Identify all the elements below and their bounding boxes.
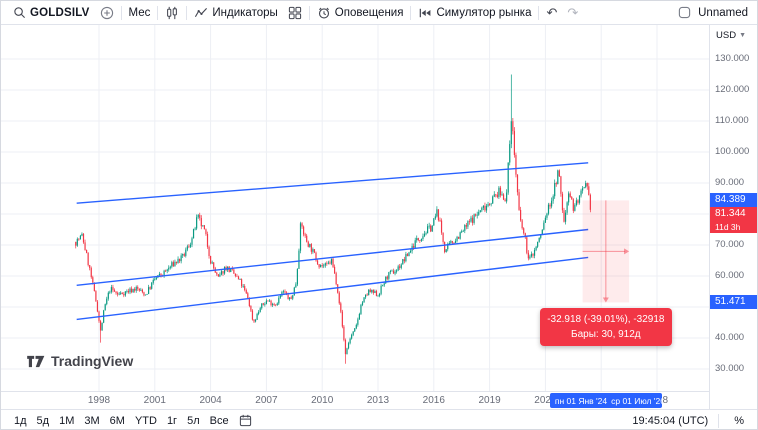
toolbar-divider bbox=[410, 5, 412, 20]
year-label: 1998 bbox=[87, 395, 111, 406]
price-tick-label: 90.000 bbox=[715, 177, 745, 188]
range-button-5д[interactable]: 5д bbox=[36, 414, 50, 427]
year-label: 2004 bbox=[199, 395, 222, 406]
layout-grid-button[interactable] bbox=[283, 3, 307, 23]
year-label: 2010 bbox=[311, 395, 334, 406]
tradingview-watermark[interactable]: TradingView bbox=[27, 353, 133, 369]
year-label: 2001 bbox=[143, 395, 166, 406]
chart-area: TradingView -32.918 (-39.01%), -32918 Ба… bbox=[1, 25, 711, 391]
redo-icon: ↷ bbox=[567, 5, 579, 20]
search-icon bbox=[13, 6, 26, 19]
plus-circle-icon bbox=[100, 6, 114, 20]
range-start-date: пн 01 Янв '24 bbox=[554, 395, 608, 406]
price-tick-label: 30.000 bbox=[715, 363, 745, 374]
price-tick-label: 100.000 bbox=[715, 146, 750, 157]
toolbar-divider bbox=[308, 5, 310, 20]
currency-label: USD bbox=[716, 29, 737, 41]
price-badge: 51.471 bbox=[710, 295, 757, 310]
undo-button[interactable]: ↶ bbox=[541, 3, 562, 23]
price-badge: 81.344 bbox=[710, 207, 757, 222]
calendar-icon bbox=[239, 414, 252, 427]
bottom-toolbar: 1д 5д 1M 3M 6M YTD 1г 5л Все 19:45:04 (UTC) % bbox=[1, 409, 757, 429]
measure-tooltip-line1: -32.918 (-39.01%), -32918 bbox=[547, 314, 665, 326]
goto-date-button[interactable] bbox=[234, 411, 257, 429]
replay-button[interactable]: Симулятор рынка bbox=[413, 3, 536, 23]
range-button-5л[interactable]: 5л bbox=[187, 414, 200, 427]
price-tick-label: 40.000 bbox=[715, 332, 745, 343]
chart-style-button[interactable] bbox=[160, 3, 184, 23]
toolbar-divider bbox=[120, 5, 122, 20]
toolbar-divider bbox=[157, 5, 159, 20]
price-tick-label: 110.000 bbox=[715, 115, 749, 126]
topbar-right: Unnamed bbox=[678, 3, 750, 23]
bottombar-right: 19:45:04 (UTC) % bbox=[632, 411, 749, 429]
currency-dropdown[interactable]: USD ▼ bbox=[710, 25, 757, 45]
year-label: 2016 bbox=[422, 395, 445, 406]
range-button-6M[interactable]: 6M bbox=[109, 414, 125, 427]
price-axis[interactable]: USD ▼ 130.000 120.000 110.000 100.000 90.000… bbox=[709, 25, 757, 409]
price-tick-label: 70.000 bbox=[715, 239, 745, 250]
toolbar-divider bbox=[538, 5, 540, 20]
measure-tooltip-line2: Бары: 30, 912д bbox=[571, 329, 641, 341]
range-button-1д[interactable]: 1д bbox=[14, 414, 27, 427]
toolbar-divider bbox=[186, 5, 188, 20]
top-toolbar: GOLDSILV Мес Индикаторы bbox=[1, 1, 757, 25]
timeframe-label: Мес bbox=[128, 6, 151, 19]
indicators-button[interactable]: Индикаторы bbox=[189, 3, 282, 23]
replay-icon bbox=[418, 6, 432, 20]
symbol-search-button[interactable]: GOLDSILV bbox=[8, 3, 95, 23]
alarm-clock-icon bbox=[317, 6, 331, 20]
date-range-badge: пн 01 Янв '24 ср 01 Июл '26 bbox=[549, 393, 662, 408]
year-label: 2022 bbox=[534, 395, 557, 406]
candlestick-icon bbox=[165, 6, 179, 20]
range-button-1M[interactable]: 1M bbox=[59, 414, 75, 427]
symbol-label: GOLDSILV bbox=[30, 6, 90, 19]
range-end-date: ср 01 Июл '26 bbox=[611, 395, 662, 406]
add-symbol-button[interactable] bbox=[95, 3, 119, 23]
layout-grid-icon bbox=[288, 6, 302, 20]
alerts-label: Оповещения bbox=[334, 6, 404, 19]
watermark-label: TradingView bbox=[51, 353, 134, 369]
range-button-1г[interactable]: 1г bbox=[166, 414, 178, 427]
redo-button[interactable]: ↷ bbox=[562, 3, 583, 23]
range-button-3M[interactable]: 3M bbox=[84, 414, 100, 427]
timeframe-button[interactable]: Мес bbox=[124, 3, 156, 23]
chevron-down-icon: ▼ bbox=[739, 31, 746, 39]
toolbar-divider bbox=[718, 413, 720, 428]
measure-tooltip: -32.918 (-39.01%), -32918 Бары: 30, 912д bbox=[539, 308, 672, 347]
undo-icon: ↶ bbox=[546, 5, 558, 20]
price-badge: 11d 3h bbox=[710, 221, 757, 234]
alerts-button[interactable]: Оповещения bbox=[312, 3, 409, 23]
percent-scale-button[interactable]: % bbox=[734, 414, 744, 427]
year-label: 2007 bbox=[255, 395, 278, 406]
price-tick-label: 60.000 bbox=[715, 270, 745, 281]
clock-label[interactable]: 19:45:04 (UTC) bbox=[632, 414, 709, 427]
price-tick-label: 120.000 bbox=[715, 84, 750, 95]
price-badge: 84.389 bbox=[710, 193, 757, 208]
time-axis[interactable]: пн 01 Янв '24 ср 01 Июл '26 1998 2001 2004… bbox=[1, 391, 709, 409]
price-tick-label: 130.000 bbox=[715, 53, 750, 64]
year-label: 2013 bbox=[366, 395, 390, 406]
range-button-Все[interactable]: Все bbox=[209, 414, 229, 427]
layout-name[interactable]: Unnamed bbox=[698, 6, 748, 19]
range-button-YTD[interactable]: YTD bbox=[134, 414, 157, 427]
indicators-label: Индикаторы bbox=[212, 6, 278, 19]
range-buttons: 1д 5д 1M 3M 6M YTD 1г 5л Все bbox=[9, 411, 234, 429]
year-label: 2019 bbox=[478, 395, 501, 406]
indicators-icon bbox=[194, 6, 208, 20]
layout-checkbox-icon[interactable] bbox=[678, 6, 691, 19]
tradingview-logo-icon bbox=[27, 355, 45, 368]
replay-label: Симулятор рынка bbox=[436, 6, 532, 19]
